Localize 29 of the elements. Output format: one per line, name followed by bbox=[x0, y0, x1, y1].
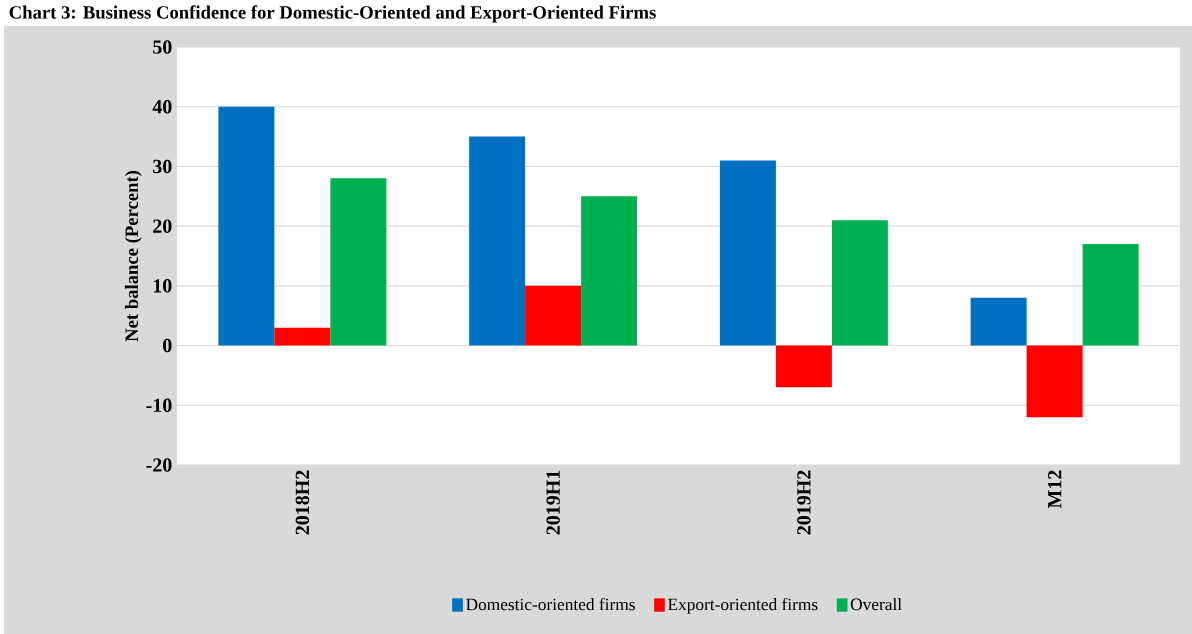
bar bbox=[274, 327, 331, 346]
y-tick-label: 20 bbox=[153, 219, 172, 233]
x-tick-label: 2018H2 bbox=[295, 470, 310, 535]
bar bbox=[1026, 345, 1083, 418]
y-axis-title: Net balance (Percent) bbox=[124, 170, 142, 342]
chart-title: Chart 3: Business Confidence for Domestic-Oriented and Export-Oriented Firms bbox=[9, 5, 656, 23]
y-tick-label: 10 bbox=[153, 279, 172, 293]
bar bbox=[970, 297, 1027, 346]
bar bbox=[831, 220, 888, 346]
y-tick-label: -10 bbox=[146, 398, 172, 413]
bar bbox=[581, 196, 638, 346]
y-tick-label: 0 bbox=[163, 338, 172, 353]
x-tick-label: 2019H1 bbox=[546, 470, 560, 535]
y-tick-label: 40 bbox=[152, 99, 172, 114]
legend-label: Overall bbox=[850, 598, 902, 611]
x-tick-label: M12 bbox=[1048, 470, 1062, 509]
bar bbox=[719, 160, 776, 346]
y-tick-label: -20 bbox=[146, 458, 172, 472]
bar bbox=[218, 106, 275, 346]
bar bbox=[330, 178, 387, 346]
bar bbox=[1082, 244, 1139, 346]
y-tick-label: 30 bbox=[153, 159, 172, 174]
bar bbox=[525, 285, 582, 346]
legend-label: Export-oriented firms bbox=[667, 597, 818, 614]
bar bbox=[469, 136, 526, 346]
bar bbox=[775, 345, 832, 388]
legend-label: Domestic-oriented firms bbox=[466, 597, 635, 611]
y-tick-label: 50 bbox=[153, 40, 172, 54]
x-tick-label: 2019H2 bbox=[797, 470, 811, 535]
